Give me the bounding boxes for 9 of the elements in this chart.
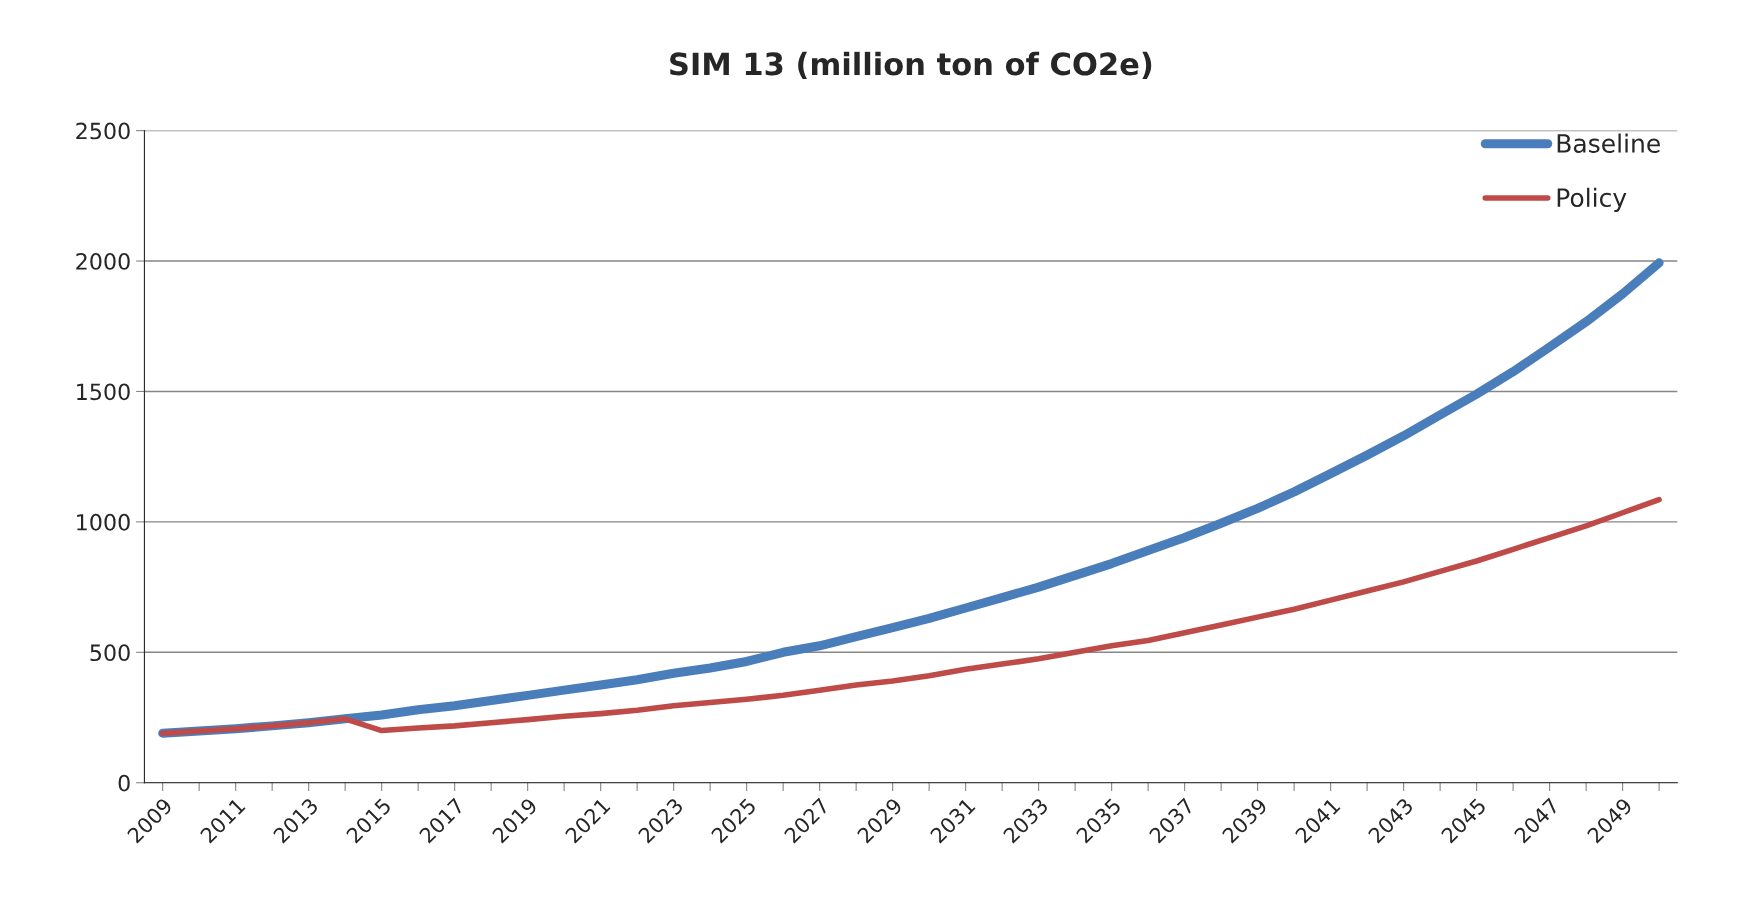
y-tick-label: 0 (118, 774, 130, 792)
legend-label: Policy (1557, 187, 1627, 212)
y-tick-label: 1000 (77, 513, 130, 531)
y-tick-label: 1500 (77, 383, 130, 401)
legend-label: Baseline (1557, 133, 1660, 153)
y-tick-label: 2500 (76, 122, 130, 140)
y-tick-label: 500 (90, 644, 130, 662)
chart-title: SIM 13 (million ton of CO2e) (670, 51, 1152, 80)
y-tick-label: 2000 (76, 252, 130, 270)
